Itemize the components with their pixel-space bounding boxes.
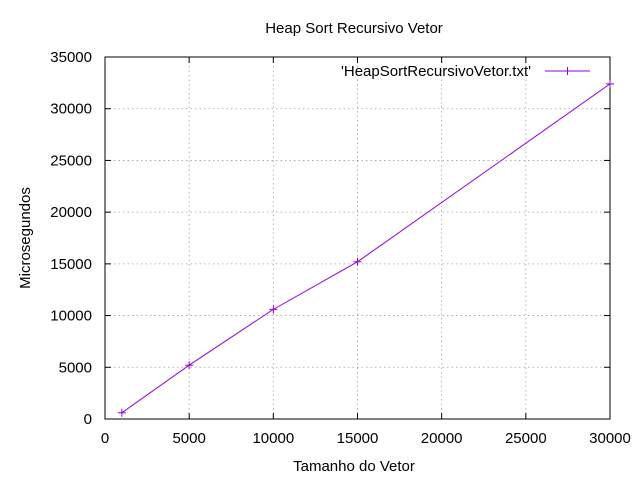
y-tick-label: 30000	[50, 101, 92, 118]
data-point	[117, 408, 126, 417]
y-tick-label: 15000	[50, 256, 92, 273]
x-tick-label: 5000	[172, 430, 205, 447]
x-tick-label: 25000	[505, 430, 547, 447]
y-tick-label: 25000	[50, 152, 92, 169]
tick-labels: 0 5000 10000 15000 20000 25000 30000 0 5000 10000…	[50, 49, 631, 447]
series-line	[121, 83, 611, 414]
y-tick-label: 35000	[50, 49, 92, 66]
y-tick-label: 5000	[59, 359, 92, 376]
data-point	[185, 361, 194, 370]
data-point	[269, 305, 278, 314]
x-tick-label: 30000	[589, 430, 631, 447]
legend: 'HeapSortRecursivoVetor.txt'	[341, 63, 590, 80]
y-axis-label: Microsegundos	[17, 187, 34, 289]
legend-label: 'HeapSortRecursivoVetor.txt'	[341, 63, 531, 80]
y-tick-label: 20000	[50, 204, 92, 221]
chart-title: Heap Sort Recursivo Vetor	[265, 20, 443, 37]
grid-lines	[105, 57, 610, 419]
data-point	[353, 257, 362, 266]
x-tick-label: 10000	[252, 430, 294, 447]
x-tick-label: 15000	[337, 430, 379, 447]
y-tick-label: 0	[84, 411, 92, 428]
axes	[104, 56, 611, 420]
data-point	[606, 79, 614, 88]
y-tick-label: 10000	[50, 308, 92, 325]
plot-area	[117, 79, 614, 417]
x-axis-label: Tamanho do Vetor	[293, 458, 415, 475]
x-tick-label: 0	[101, 430, 109, 447]
x-tick-label: 20000	[421, 430, 463, 447]
